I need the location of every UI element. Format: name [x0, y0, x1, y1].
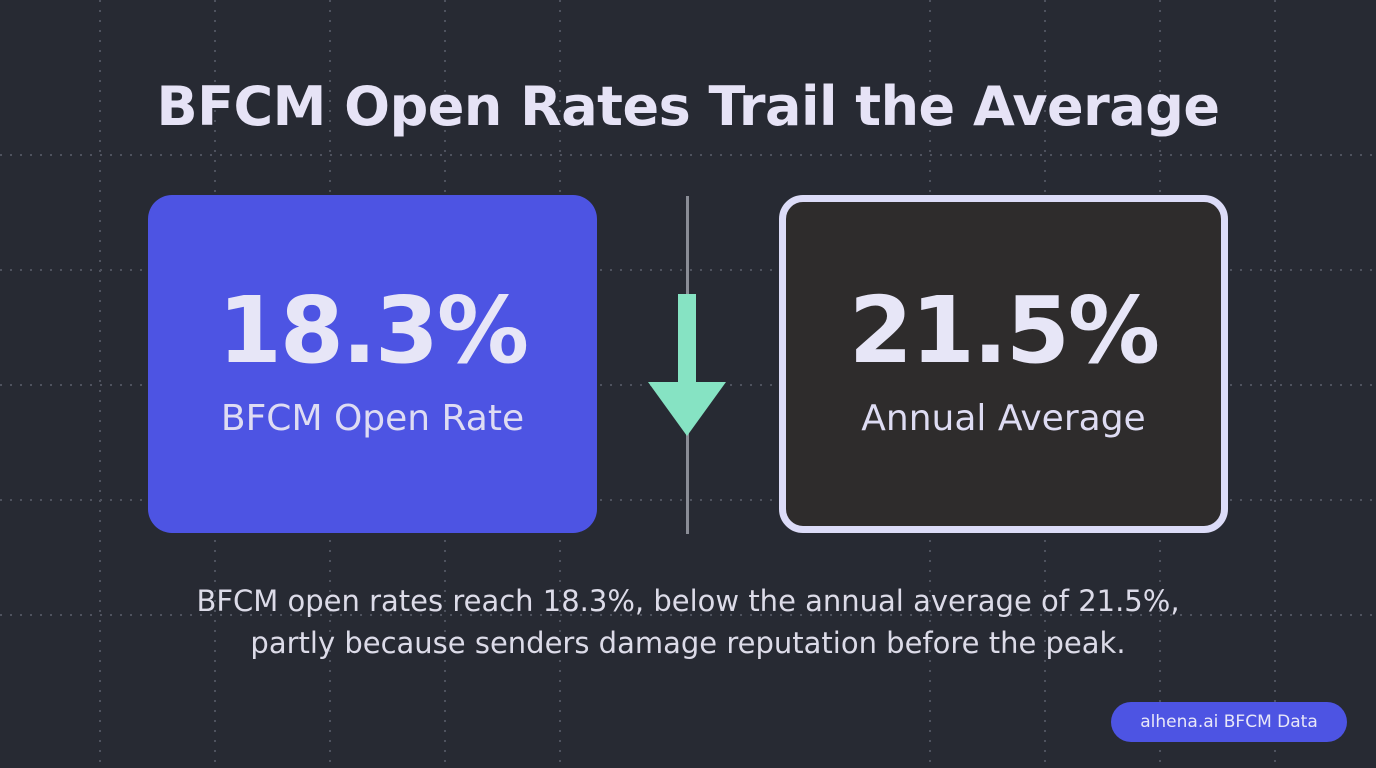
caption-text: BFCM open rates reach 18.3%, below the a… — [0, 580, 1376, 664]
annual-average-card: 21.5% Annual Average — [779, 195, 1228, 533]
annual-average-value: 21.5% — [848, 277, 1160, 384]
arrow-down-icon — [648, 294, 726, 436]
annual-average-label: Annual Average — [861, 398, 1146, 439]
bfcm-open-rate-card: 18.3% BFCM Open Rate — [148, 195, 597, 533]
caption-line-1: BFCM open rates reach 18.3%, below the a… — [196, 584, 1180, 618]
page-title: BFCM Open Rates Trail the Average — [156, 75, 1220, 138]
caption-line-2: partly because senders damage reputation… — [250, 626, 1126, 660]
source-badge: alhena.ai BFCM Data — [1111, 702, 1347, 742]
bfcm-open-rate-value: 18.3% — [217, 277, 529, 384]
bfcm-open-rate-label: BFCM Open Rate — [220, 398, 525, 439]
